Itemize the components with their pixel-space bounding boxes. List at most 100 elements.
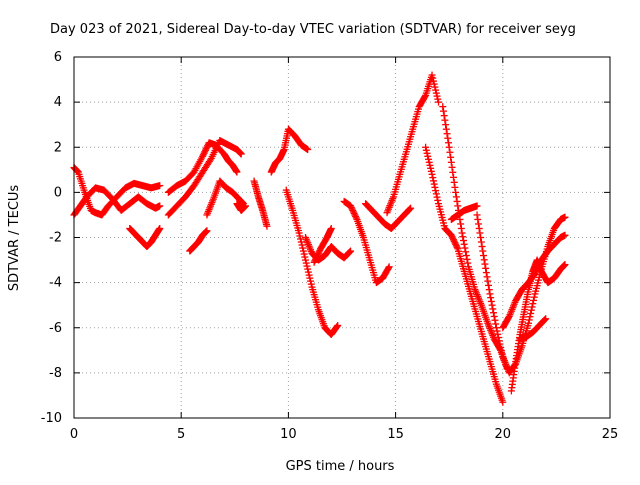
data-point: [305, 271, 313, 279]
data-point: [233, 168, 241, 176]
data-point: [299, 244, 307, 252]
x-tick-label: 20: [495, 427, 512, 442]
data-point: [304, 146, 312, 154]
data-point: [199, 151, 207, 159]
grid: [74, 57, 610, 418]
data-point: [474, 215, 482, 223]
data-point: [491, 316, 499, 324]
data-point: [298, 241, 306, 249]
data-point: [445, 143, 453, 151]
data-point: [429, 74, 437, 82]
data-point: [462, 252, 470, 260]
y-tick-label: -6: [49, 321, 62, 336]
data-point: [237, 150, 245, 158]
data-point: [297, 238, 305, 246]
data-point: [430, 80, 438, 88]
data-point: [462, 248, 470, 256]
data-point: [496, 340, 504, 348]
data-point: [206, 156, 214, 164]
data-point: [505, 314, 513, 322]
data-point: [424, 155, 432, 163]
data-point: [348, 205, 356, 213]
data-point: [347, 202, 355, 210]
data-point: [315, 248, 323, 256]
data-point: [481, 260, 489, 268]
data-point: [440, 112, 448, 120]
data-point: [156, 224, 164, 232]
data-point: [299, 247, 307, 255]
data-point: [464, 259, 472, 267]
data-point: [493, 327, 501, 335]
data-point: [307, 277, 315, 285]
data-point: [424, 152, 432, 160]
data-point: [499, 398, 507, 406]
data-point: [434, 95, 442, 103]
x-tick-label: 0: [70, 427, 78, 442]
data-point: [349, 206, 357, 214]
data-point: [406, 205, 414, 213]
data-point: [433, 92, 441, 100]
data-point: [461, 244, 469, 252]
data-point: [527, 306, 535, 314]
plot-frame: [73, 56, 611, 419]
data-point: [384, 264, 392, 272]
data-point: [442, 125, 450, 133]
data-point: [421, 93, 429, 101]
data-point: [296, 232, 304, 240]
data-point: [446, 148, 454, 156]
data-point: [530, 296, 538, 304]
data-point: [306, 274, 314, 282]
data-point: [431, 83, 439, 91]
tick-labels: 0 5 10 15 20 25 -10 -8 -6 -4 -2 0 2 4 6: [41, 50, 619, 442]
data-point: [487, 297, 495, 305]
data-point: [456, 215, 464, 223]
data-point: [460, 240, 468, 248]
data-point: [434, 98, 442, 106]
data-point: [203, 143, 211, 151]
data-point: [525, 319, 533, 327]
data-point: [428, 170, 436, 178]
y-tick-label: -2: [49, 231, 62, 246]
data-point: [477, 238, 485, 246]
data-point: [479, 247, 487, 255]
data-point: [525, 316, 533, 324]
data-point: [492, 324, 500, 332]
data-point: [302, 256, 310, 264]
data-point: [487, 294, 495, 302]
data-point: [441, 116, 449, 124]
data-point: [351, 211, 359, 219]
data-point: [448, 163, 456, 171]
data-point: [202, 145, 210, 153]
data-point: [199, 152, 207, 160]
data-point: [483, 273, 491, 281]
data-point: [345, 249, 353, 257]
data-point: [311, 257, 319, 265]
y-tick-label: -8: [49, 366, 62, 381]
data-point: [473, 202, 481, 210]
data-point: [313, 252, 321, 260]
data-point: [449, 234, 457, 242]
data-point: [495, 337, 503, 345]
data-point: [457, 220, 465, 228]
data-point: [346, 248, 354, 256]
data-point: [422, 146, 430, 154]
data-point: [405, 206, 413, 214]
data-point: [304, 265, 312, 273]
data-point: [301, 253, 309, 261]
data-point: [475, 224, 483, 232]
data-point: [431, 183, 439, 191]
data-point: [454, 202, 462, 210]
data-point: [490, 309, 498, 317]
data-point: [349, 208, 357, 216]
data-point: [327, 224, 335, 232]
data-point: [449, 236, 457, 244]
y-tick-label: 0: [54, 185, 62, 200]
data-point: [482, 264, 490, 272]
data-point: [334, 321, 342, 329]
data-point: [489, 305, 497, 313]
x-axis-label: GPS time / hours: [286, 459, 395, 474]
data-point: [444, 134, 452, 142]
data-points: [70, 71, 569, 406]
data-point: [498, 350, 506, 358]
data-point: [433, 193, 441, 201]
